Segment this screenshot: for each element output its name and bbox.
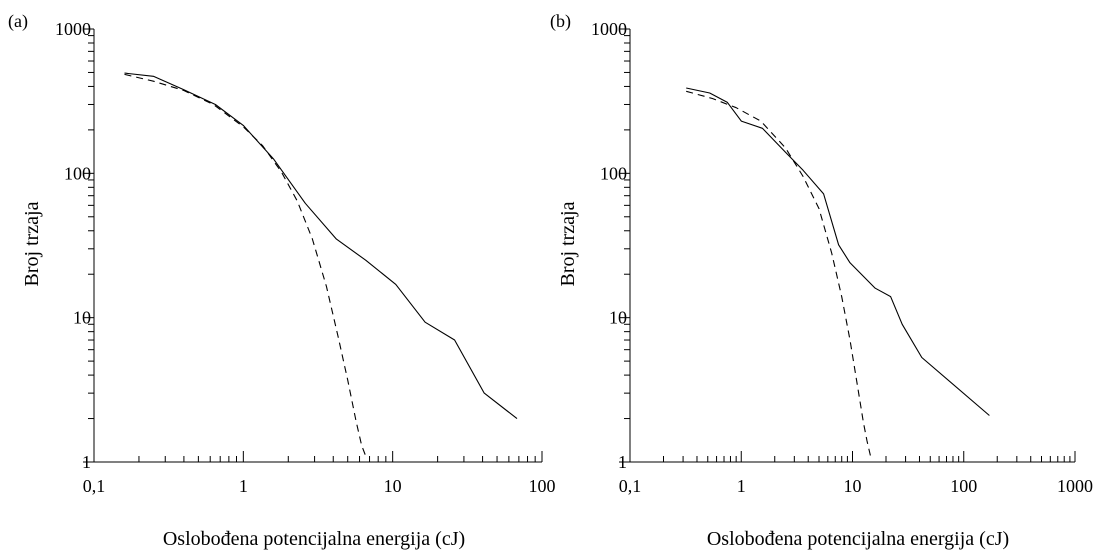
y-axis-label-a: Broj trzaja [21,201,43,286]
x-tick-label-b: 1 [737,476,746,496]
x-tick-label-a: 1 [239,476,248,496]
y-tick-label-a: 100 [64,163,91,183]
x-axis-label-a: Oslobođena potencijalna energija (cJ) [163,528,465,550]
plot-area-a: 0,1 1 10 100 1 10 100 1000 [55,19,556,496]
x-tick-label-b: 10 [844,476,862,496]
y-tick-label-b: 100 [600,163,627,183]
y-tick-label-b: 1 [618,452,627,472]
panel-a: (a) 0,1 1 10 100 1 10 100 1000 Broj trzaja Oslo… [8,11,556,550]
panel-label-a: (a) [8,11,28,32]
solid-series-line-b [686,87,990,416]
y-tick-label-a: 10 [73,308,91,328]
x-axis-label-b: Oslobođena potencijalna energija (cJ) [707,528,1009,550]
y-tick-label-a: 1000 [55,19,91,39]
y-axis-label-b: Broj trzaja [557,201,579,286]
y-tick-label-b: 1000 [591,19,627,39]
x-tick-label-b: 1000 [1057,476,1093,496]
x-tick-label-b: 100 [950,476,977,496]
plot-area-b: 0,1 1 10 100 1000 1 10 100 1000 [591,19,1093,496]
y-tick-label-b: 10 [609,308,627,328]
dashed-series-line-b [686,90,872,457]
solid-series-line-a [124,72,518,420]
x-tick-label-a: 10 [384,476,402,496]
x-tick-label-a: 100 [529,476,556,496]
x-tick-label-b: 0,1 [619,476,642,496]
x-tick-label-a: 0,1 [83,476,106,496]
dashed-series-line-a [124,73,367,457]
y-tick-label-a: 1 [82,452,91,472]
panel-label-b: (b) [550,11,571,32]
